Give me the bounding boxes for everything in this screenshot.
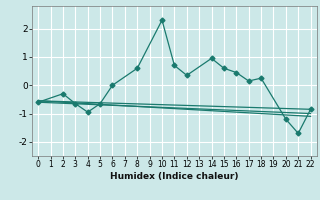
- X-axis label: Humidex (Indice chaleur): Humidex (Indice chaleur): [110, 172, 239, 181]
